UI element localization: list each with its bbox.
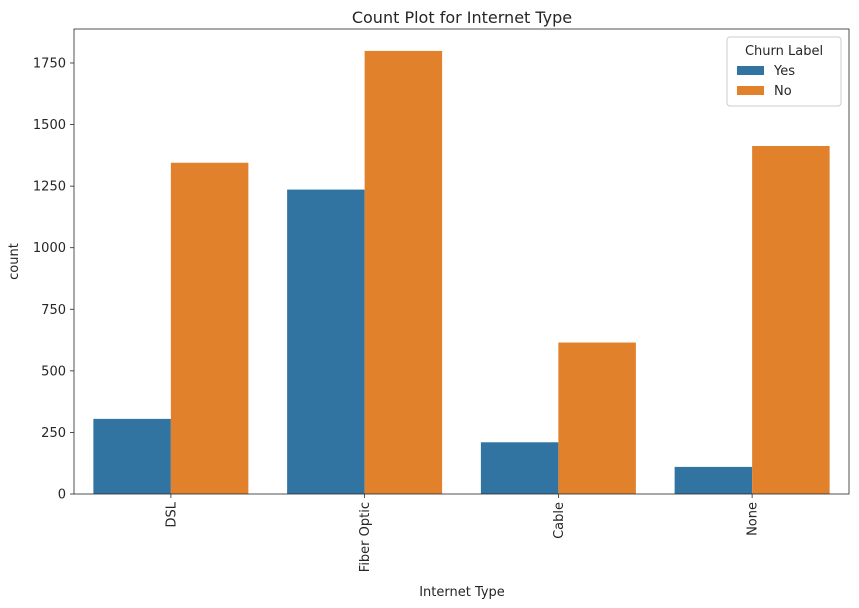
y-tick-label: 1750 <box>33 56 66 71</box>
bar-cable-yes <box>480 442 559 494</box>
y-axis: 0 250 500 750 1000 1250 1500 1750 <box>33 56 74 503</box>
x-tick-label: Fiber Optic <box>358 502 373 572</box>
legend-swatch-no <box>737 86 764 95</box>
legend-swatch-yes <box>737 66 764 75</box>
bars-group <box>93 50 830 495</box>
x-axis: DSL Fiber Optic Cable None <box>164 494 761 572</box>
legend: Churn Label Yes No <box>726 36 842 107</box>
y-tick-label: 750 <box>41 303 66 318</box>
y-tick-label: 1500 <box>33 118 66 133</box>
x-tick-label: Cable <box>552 502 567 539</box>
y-tick-label: 1000 <box>33 241 66 256</box>
bar-none-yes <box>674 466 753 494</box>
y-tick-label: 500 <box>41 364 66 379</box>
chart-title: Count Plot for Internet Type <box>352 8 572 27</box>
y-tick-label: 250 <box>41 426 66 441</box>
y-tick-label: 0 <box>58 488 66 503</box>
x-axis-label: Internet Type <box>419 585 505 600</box>
bar-cable-no <box>558 342 636 494</box>
bar-fiber-optic-no <box>364 50 443 495</box>
bar-dsl-yes <box>93 418 171 494</box>
y-tick-label: 1250 <box>33 180 66 195</box>
legend-label-yes: Yes <box>773 64 795 79</box>
x-tick-label: DSL <box>164 501 179 527</box>
x-tick-label: None <box>746 502 761 536</box>
plot-frame <box>73 28 850 495</box>
bar-none-no <box>752 145 830 494</box>
bar-dsl-no <box>170 162 249 494</box>
bar-fiber-optic-yes <box>287 189 365 494</box>
legend-title: Churn Label <box>745 44 823 59</box>
legend-label-no: No <box>774 84 792 99</box>
y-axis-label: count <box>7 243 22 280</box>
